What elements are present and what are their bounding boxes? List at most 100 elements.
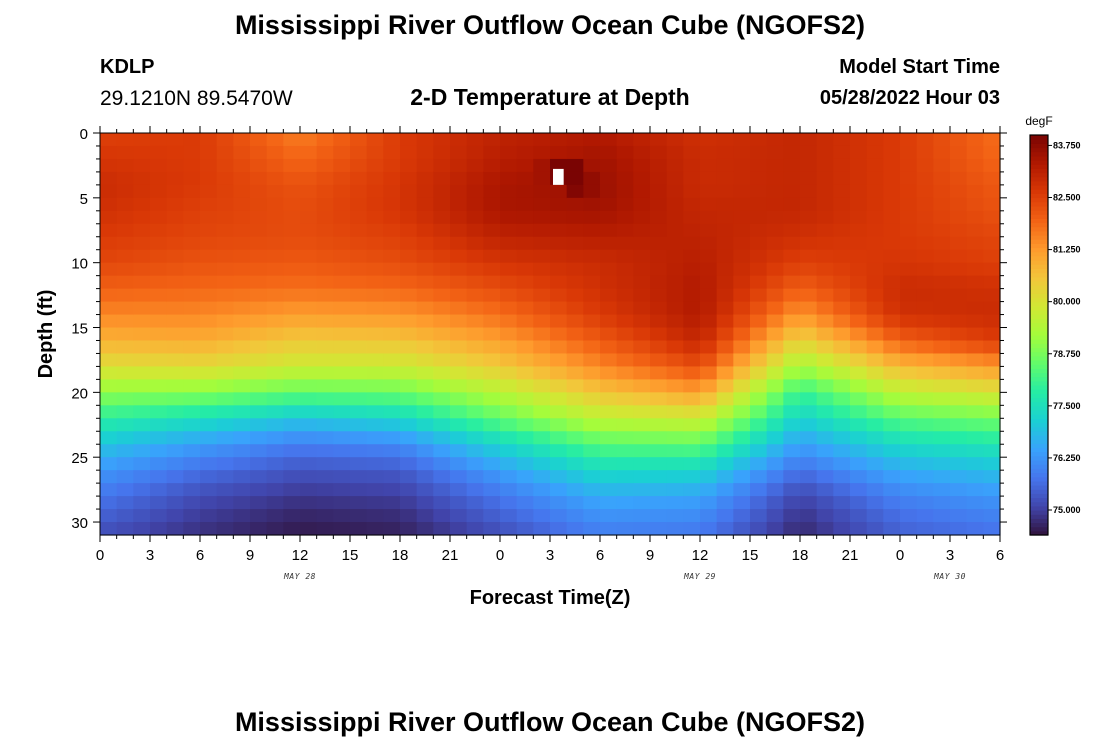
heatmap-cell xyxy=(233,509,251,523)
heatmap-cell xyxy=(383,483,401,497)
heatmap-cell xyxy=(350,405,368,419)
heatmap-cell xyxy=(166,457,184,471)
heatmap-cell xyxy=(850,145,868,160)
heatmap-cell xyxy=(933,522,951,536)
heatmap-cell xyxy=(350,366,368,380)
heatmap-cell xyxy=(400,133,418,147)
heatmap-cell xyxy=(566,353,584,368)
heatmap-cell xyxy=(316,418,334,432)
heatmap-cell xyxy=(950,223,968,238)
heatmap-cell xyxy=(383,171,401,186)
heatmap-cell xyxy=(250,457,268,471)
heatmap-cell xyxy=(533,210,551,225)
heatmap-cell xyxy=(950,457,968,471)
colorbar-segment xyxy=(1030,260,1048,265)
heatmap-cell xyxy=(766,483,784,497)
heatmap-cell xyxy=(466,210,484,225)
heatmap-cell xyxy=(350,171,368,186)
heatmap-cell xyxy=(733,522,751,536)
heatmap-cell xyxy=(450,145,468,160)
heatmap-cell xyxy=(400,158,418,173)
heatmap-cell xyxy=(233,327,251,342)
heatmap-cell xyxy=(816,509,834,523)
heatmap-cell xyxy=(116,444,134,458)
heatmap-cell xyxy=(833,457,851,471)
heatmap-cell xyxy=(433,275,451,290)
heatmap-cell xyxy=(350,184,368,199)
heatmap-cell xyxy=(866,431,884,445)
heatmap-cell xyxy=(516,483,534,497)
heatmap-cell xyxy=(316,301,334,316)
heatmap-cell xyxy=(100,366,118,380)
heatmap-cell xyxy=(933,314,951,329)
heatmap-cell xyxy=(533,236,551,251)
x-tick-label: 15 xyxy=(342,547,359,564)
heatmap-cell xyxy=(966,470,984,484)
heatmap-cell xyxy=(266,405,284,419)
heatmap-cell xyxy=(850,483,868,497)
heatmap-cell xyxy=(450,184,468,199)
heatmap-cell xyxy=(950,405,968,419)
heatmap-cell xyxy=(250,366,268,380)
x-tick-label: 21 xyxy=(842,547,859,564)
heatmap-cell xyxy=(350,288,368,303)
heatmap-cell xyxy=(566,210,584,225)
heatmap-cell xyxy=(816,327,834,342)
heatmap-cell xyxy=(433,288,451,303)
heatmap-cell xyxy=(816,470,834,484)
heatmap-cell xyxy=(266,366,284,380)
heatmap-cell xyxy=(500,145,518,160)
heatmap-cell xyxy=(183,288,201,303)
heatmap-cell xyxy=(183,249,201,264)
heatmap-cell xyxy=(733,340,751,355)
heatmap-cell xyxy=(766,288,784,303)
heatmap-cell xyxy=(616,444,634,458)
heatmap-cell xyxy=(683,496,701,510)
colorbar-segment xyxy=(1030,505,1048,511)
heatmap-cell xyxy=(733,483,751,497)
heatmap-cell xyxy=(516,418,534,432)
heatmap-cell xyxy=(216,327,234,342)
heatmap-cell xyxy=(383,509,401,523)
heatmap-cell xyxy=(650,509,668,523)
heatmap-cell xyxy=(233,158,251,173)
heatmap-cell xyxy=(116,158,134,173)
heatmap-cell xyxy=(533,301,551,316)
heatmap-cell xyxy=(650,431,668,445)
heatmap-cell xyxy=(650,275,668,290)
heatmap-cell xyxy=(166,470,184,484)
heatmap-cell xyxy=(683,431,701,445)
heatmap-cell xyxy=(383,379,401,393)
heatmap-cell xyxy=(700,522,718,536)
heatmap-cell xyxy=(950,262,968,277)
heatmap-cell xyxy=(466,314,484,329)
heatmap-cell xyxy=(883,249,901,264)
heatmap-cell xyxy=(150,418,168,432)
heatmap-cell xyxy=(783,301,801,316)
heatmap-cell xyxy=(483,353,501,368)
colorbar-segment xyxy=(1030,530,1048,536)
heatmap-cell xyxy=(550,353,568,368)
heatmap-cell xyxy=(150,431,168,445)
heatmap-cell xyxy=(216,379,234,393)
heatmap-cell xyxy=(950,483,968,497)
colorbar-segment xyxy=(1030,155,1048,161)
heatmap-cell xyxy=(850,262,868,277)
heatmap-cell xyxy=(850,301,868,316)
y-tick-label: 20 xyxy=(71,385,88,402)
heatmap-cell xyxy=(633,457,651,471)
heatmap-cell xyxy=(266,288,284,303)
heatmap-cell xyxy=(983,483,1001,497)
heatmap-cell xyxy=(416,379,434,393)
heatmap-cell xyxy=(883,483,901,497)
heatmap-cell xyxy=(333,379,351,393)
heatmap-cell xyxy=(683,249,701,264)
heatmap-cell xyxy=(700,288,718,303)
heatmap-cell xyxy=(533,288,551,303)
colorbar-segment xyxy=(1030,485,1048,490)
heatmap-cell xyxy=(883,223,901,238)
heatmap-cell xyxy=(666,197,684,212)
date-label: MAY 28 xyxy=(283,572,316,581)
heatmap-cell xyxy=(816,366,834,380)
heatmap-cell xyxy=(966,301,984,316)
